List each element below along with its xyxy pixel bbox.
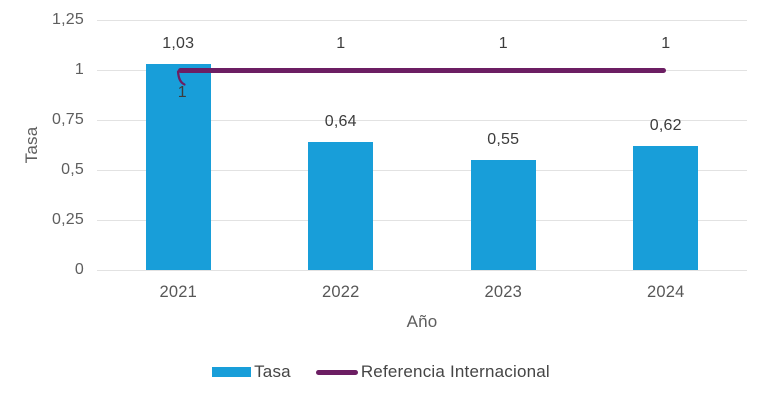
y-tick-label: 1 — [74, 61, 84, 78]
bar-2021[interactable] — [145, 64, 211, 270]
reference-value-label: 1 — [661, 35, 671, 52]
y-tick-label: 0 — [74, 261, 84, 278]
bar-2022[interactable] — [308, 142, 374, 270]
x-tick-label-2021: 2021 — [159, 283, 197, 301]
x-tick-label-2022: 2022 — [321, 283, 360, 301]
gridline — [97, 169, 747, 171]
y-axis-title: Tasa — [22, 126, 41, 164]
bar-2024[interactable] — [633, 146, 699, 270]
bar-value-label: 0,64 — [324, 113, 357, 130]
x-tick-label-2024: 2024 — [646, 283, 685, 301]
gridline — [97, 119, 747, 121]
legend-label-tasa: Tasa — [254, 362, 291, 381]
legend: Tasa Referencia Internacional — [0, 361, 762, 383]
reference-value-label: 1 — [336, 35, 346, 52]
reference-value-label: 1 — [498, 35, 508, 52]
legend-line-swatch-icon — [315, 369, 358, 375]
y-tick-label: 0,5 — [61, 161, 84, 178]
legend-item-tasa[interactable]: Tasa — [212, 362, 291, 382]
y-tick-label: 0,25 — [52, 211, 84, 228]
reference-line[interactable] — [178, 67, 666, 73]
y-tick-label: 0,75 — [52, 111, 84, 128]
legend-label-referencia-internacional: Referencia Internacional — [360, 362, 550, 381]
label-leader-line — [177, 70, 186, 86]
bar-value-label: 0,55 — [487, 131, 520, 148]
gridline — [97, 269, 747, 271]
bar-value-label: 0,62 — [649, 117, 682, 134]
gridline — [97, 219, 747, 221]
reference-value-label: 1 — [177, 84, 187, 101]
x-tick-label-2023: 2023 — [484, 283, 522, 301]
gridline — [97, 19, 747, 21]
bar-value-label: 1,03 — [162, 35, 195, 52]
y-tick-label: 1,25 — [52, 11, 84, 28]
legend-item-referencia-internacional[interactable]: Referencia Internacional — [315, 362, 550, 382]
x-axis-title: Año — [406, 312, 438, 331]
legend-bar-swatch-icon — [212, 367, 252, 377]
bar-2023[interactable] — [470, 160, 536, 270]
